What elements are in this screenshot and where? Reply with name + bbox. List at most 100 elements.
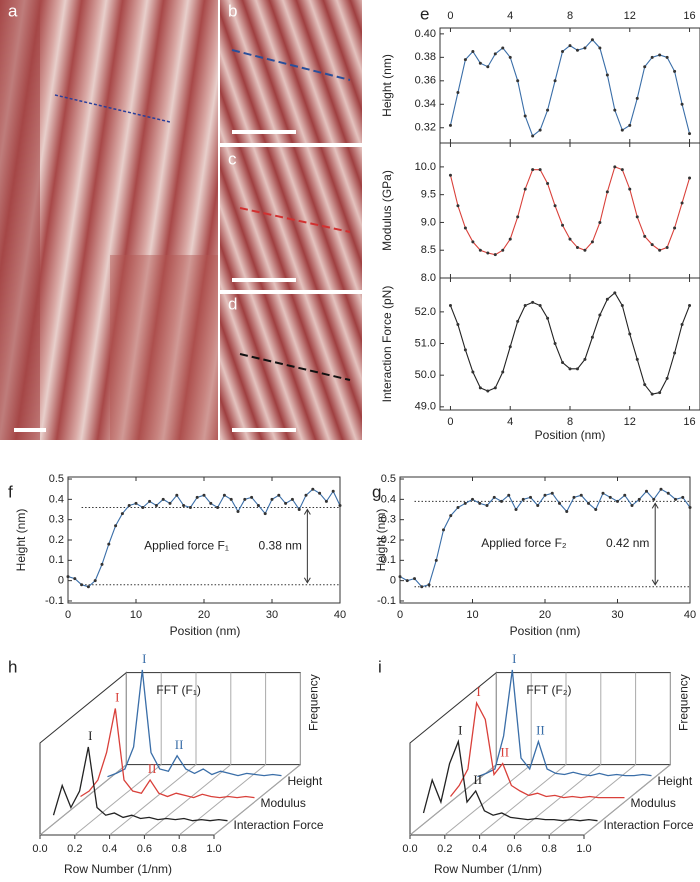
data-line [449, 38, 691, 137]
plot-frame [439, 142, 700, 279]
panel-letter: d [228, 294, 237, 313]
spectrum-line [422, 738, 598, 822]
data-point [73, 577, 77, 581]
data-point [277, 493, 281, 497]
panel-letter: h [8, 657, 17, 676]
y-tick-label: -0.1 [377, 595, 396, 607]
data-point [680, 323, 684, 327]
back-wall [125, 672, 301, 766]
x-tick-label: 8 [567, 10, 573, 22]
data-point [598, 220, 602, 224]
profile-line [239, 207, 351, 233]
data-point [658, 53, 662, 57]
data-point [538, 168, 542, 172]
data-point [516, 79, 520, 83]
data-point [531, 300, 535, 304]
data-point [471, 370, 475, 374]
data-point [579, 493, 583, 497]
panel-letter: i [378, 657, 382, 676]
peak-label: II [536, 722, 545, 737]
x-tick-label: 12 [624, 10, 636, 22]
data-point [616, 499, 619, 503]
data-point [120, 512, 124, 516]
gap-label: 0.42 nm [606, 536, 649, 550]
data-point [93, 579, 97, 583]
data-point [331, 489, 335, 493]
data-point [182, 503, 186, 507]
data-point [620, 128, 624, 132]
data-point [486, 65, 490, 69]
y-tick-label: 0.36 [415, 75, 436, 87]
peak-label: II [500, 744, 509, 759]
data-point [565, 510, 569, 514]
x-tick-label: 12 [624, 416, 636, 428]
data-point [583, 357, 587, 361]
data-point [493, 52, 497, 56]
y-tick-label: 0.3 [49, 514, 64, 526]
panel-letter: c [228, 149, 237, 168]
data-point [546, 182, 550, 186]
data-point [628, 332, 632, 336]
data-point [531, 134, 535, 138]
scale-bar [232, 278, 296, 282]
data-point [521, 497, 525, 501]
floor-grid [213, 764, 301, 836]
data-point [553, 342, 557, 346]
data-point [650, 392, 654, 396]
data-point [688, 505, 692, 509]
data-point [643, 234, 647, 238]
data-point [508, 55, 512, 59]
x-tick-label: 0 [447, 416, 453, 428]
x-axis-label: Position (nm) [535, 428, 606, 442]
y-tick-label: 0.32 [415, 122, 436, 134]
floor-grid [548, 764, 636, 836]
data-point [405, 579, 409, 583]
y-tick-label: 10.0 [415, 161, 436, 173]
x-tick-label: 0.0 [32, 843, 47, 855]
data-point [613, 165, 617, 169]
panel-letter: g [372, 482, 381, 501]
data-point [608, 495, 612, 499]
data-point [568, 237, 572, 241]
data-point [478, 248, 482, 252]
x-axis-label: Row Number (1/nm) [64, 862, 172, 876]
data-point [148, 499, 152, 503]
data-point [485, 503, 489, 507]
x-tick-label: 10 [130, 609, 142, 621]
peak-label: I [458, 722, 462, 737]
data-point [538, 304, 542, 308]
y-tick-label: 0.4 [381, 493, 396, 505]
data-point [243, 497, 247, 501]
data-point [175, 493, 179, 497]
x-tick-label: 40 [684, 609, 696, 621]
data-point [543, 493, 547, 497]
data-point [523, 304, 527, 308]
data-point [623, 493, 627, 497]
data-point [463, 501, 467, 505]
y-tick-label: 8.5 [421, 244, 436, 256]
data-point [630, 503, 634, 507]
data-point [665, 376, 669, 380]
data-point [575, 367, 579, 371]
y-tick-label: 0.5 [381, 473, 396, 485]
data-point [493, 386, 497, 390]
data-point [501, 248, 505, 252]
data-point [188, 505, 192, 509]
data-point [456, 323, 460, 327]
data-point [583, 248, 587, 252]
data-point [471, 240, 475, 244]
data-point [514, 508, 518, 512]
data-point [141, 505, 145, 509]
x-tick-label: 0 [397, 609, 403, 621]
y-tick-label: 0.4 [49, 493, 64, 505]
back-wall [495, 672, 671, 766]
x-tick-label: 0.0 [402, 843, 417, 855]
spectrum-line [449, 700, 625, 799]
data-point [598, 46, 602, 50]
data-point [456, 91, 460, 95]
data-point [508, 237, 512, 241]
series-label: Interaction Force [604, 818, 694, 832]
x-axis-label: Position (nm) [170, 624, 241, 638]
data-point [195, 495, 199, 499]
